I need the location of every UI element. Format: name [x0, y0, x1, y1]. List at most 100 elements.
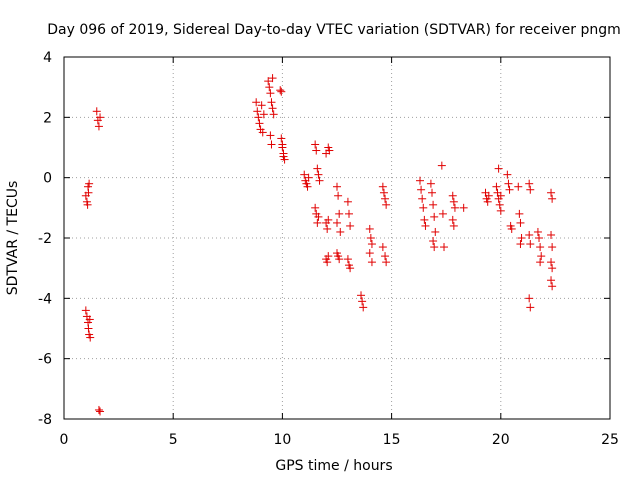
data-point [526, 185, 535, 194]
data-point [526, 303, 535, 312]
data-point [311, 203, 320, 212]
data-point [548, 282, 557, 291]
data-point [381, 194, 390, 203]
data-point [267, 98, 276, 107]
data-point [548, 194, 557, 203]
data-point [267, 140, 276, 149]
data-point [358, 297, 367, 306]
data-point [84, 324, 93, 333]
data-point [324, 215, 333, 224]
data-point [357, 291, 366, 300]
data-point [459, 203, 468, 212]
y-tick-label: -6 [38, 352, 52, 368]
data-point [266, 131, 275, 140]
data-point [418, 194, 427, 203]
data-point [300, 170, 309, 179]
data-point [382, 200, 391, 209]
data-point [314, 170, 323, 179]
data-point [525, 179, 534, 188]
data-point [85, 179, 94, 188]
data-point [333, 218, 341, 227]
data-point [382, 258, 391, 267]
data-point [84, 188, 93, 197]
data-point [336, 227, 345, 236]
data-point [313, 218, 322, 227]
data-point [92, 107, 101, 116]
x-tick-label: 25 [601, 432, 619, 448]
data-point [379, 188, 388, 197]
data-point [448, 191, 457, 200]
y-tick-label: 0 [43, 171, 52, 187]
data-point [94, 405, 103, 414]
data-point [378, 243, 387, 252]
y-tick-label: -8 [38, 412, 52, 428]
data-point [517, 234, 526, 242]
data-point [345, 209, 354, 218]
data-point [429, 237, 438, 246]
data-point [334, 191, 343, 200]
y-axis-label: SDTVAR / TECUs [5, 181, 21, 296]
data-point [526, 240, 535, 249]
data-point [323, 224, 332, 233]
data-point [547, 188, 556, 197]
y-tick-label: -2 [38, 231, 52, 247]
data-point [421, 221, 430, 230]
data-point [547, 258, 556, 267]
data-points [81, 74, 557, 416]
data-point [548, 243, 557, 252]
data-point [83, 200, 92, 209]
data-point [277, 87, 286, 96]
data-point [548, 264, 557, 273]
data-point [258, 128, 267, 137]
data-point [266, 89, 275, 98]
data-point [494, 164, 503, 173]
data-point [365, 224, 374, 233]
data-point [429, 200, 438, 209]
data-point [346, 221, 355, 230]
x-tick-label: 0 [60, 432, 69, 448]
data-point [333, 182, 341, 191]
data-point [381, 252, 390, 261]
data-point [536, 258, 545, 267]
data-point [303, 182, 312, 191]
data-point [343, 255, 352, 264]
data-point [420, 215, 429, 224]
y-tick-label: 4 [43, 50, 52, 66]
data-point [86, 333, 95, 342]
data-point [325, 146, 334, 155]
data-point [335, 209, 344, 218]
data-point [430, 243, 439, 252]
data-point [312, 146, 321, 155]
data-point [324, 252, 333, 261]
data-point [323, 258, 332, 267]
data-point [514, 182, 523, 191]
data-point [504, 179, 513, 188]
data-point [313, 164, 322, 173]
data-point [254, 113, 263, 122]
data-point [314, 212, 323, 221]
data-point [431, 227, 440, 236]
x-tick-label: 5 [169, 432, 178, 448]
data-point [449, 197, 458, 206]
data-point [311, 140, 320, 149]
data-point [516, 240, 525, 249]
data-point [367, 240, 376, 249]
data-point [278, 140, 287, 149]
x-tick-label: 10 [273, 432, 291, 448]
data-point [503, 170, 512, 179]
x-axis-label: GPS time / hours [275, 458, 392, 474]
data-point [335, 255, 344, 264]
y-tick-label: -4 [38, 291, 52, 307]
data-point [492, 182, 501, 191]
data-point [265, 83, 274, 92]
data-point [268, 104, 277, 113]
data-point [94, 122, 103, 131]
data-point [415, 176, 424, 185]
data-point [343, 197, 352, 206]
data-point [276, 86, 285, 95]
data-point [417, 185, 426, 194]
data-point [257, 101, 266, 110]
data-point [496, 191, 505, 200]
